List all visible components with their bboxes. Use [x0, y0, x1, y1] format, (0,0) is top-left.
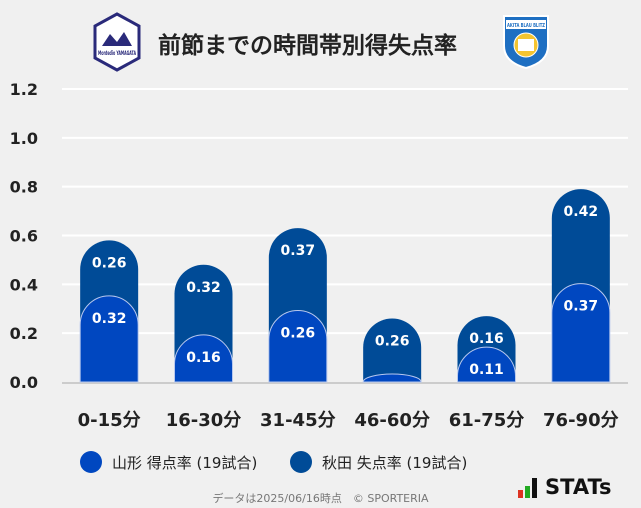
- bar-yamagata: [551, 283, 611, 383]
- x-tick-label: 16-30分: [166, 410, 242, 431]
- y-tick-label: 1.2: [10, 80, 38, 99]
- bar-label-akita: 0.26: [375, 334, 410, 350]
- stats-bar-red-icon: [518, 490, 523, 498]
- bar-label-akita: 0.26: [92, 255, 127, 271]
- akita-blaublitz-logo: AKITA BLAU BLITZ: [503, 15, 549, 70]
- bar-label-yamagata: 0.16: [186, 350, 221, 366]
- stats-brand-text: STATs: [545, 475, 612, 499]
- montedio-yamagata-logo: Montedio YAMAGATA: [93, 12, 141, 72]
- bar-label-akita: 0.42: [564, 204, 599, 220]
- legend-item-akita: 秋田 失点率 (19試合): [290, 451, 467, 473]
- y-tick-label: 0.8: [10, 178, 38, 197]
- left-logo-text: Montedio YAMAGATA: [98, 50, 136, 57]
- bar-akita: [363, 318, 422, 382]
- x-tick-label: 46-60分: [354, 410, 430, 431]
- y-tick-label: 0.2: [10, 324, 38, 343]
- bar-yamagata: [174, 334, 233, 383]
- legend-item-yamagata: 山形 得点率 (19試合): [80, 451, 257, 473]
- bar-yamagata: [268, 310, 328, 383]
- stats-bar-black-icon: [532, 478, 537, 498]
- right-logo-text: AKITA BLAU BLITZ: [507, 23, 545, 29]
- bar-yamagata: [362, 373, 422, 383]
- stacked-bar-chart: 0.0 0.2 0.4 0.6 0.8 1.0 1.2 0.26 0.32 0-15分 0.32 0.…: [10, 80, 628, 431]
- bar-label-yamagata: 0.26: [281, 326, 316, 342]
- x-tick-label: 0-15分: [78, 410, 141, 431]
- bar-label-akita: 0.16: [469, 331, 504, 347]
- y-tick-label: 0.4: [10, 275, 38, 294]
- stats-bar-green-icon: [525, 486, 530, 498]
- chart-title: 前節までの時間帯別得失点率: [158, 33, 457, 59]
- legend-dot-akita-icon: [290, 451, 312, 473]
- legend-dot-yamagata-icon: [80, 451, 102, 473]
- x-tick-label: 61-75分: [449, 410, 525, 431]
- bar-yamagata: [457, 346, 516, 383]
- legend-label-yamagata: 山形 得点率 (19試合): [112, 453, 258, 472]
- bar-label-yamagata: 0.32: [92, 311, 127, 327]
- footer-note: データは2025/06/16時点 © SPORTERIA: [212, 492, 429, 505]
- bar-label-yamagata: 0.11: [469, 362, 504, 378]
- bar-label-yamagata: 0.37: [564, 299, 599, 315]
- y-tick-label: 1.0: [10, 129, 38, 148]
- y-tick-label: 0.6: [10, 227, 38, 246]
- legend-label-akita: 秋田 失点率 (19試合): [322, 453, 468, 472]
- stats-logo: STATs: [518, 476, 611, 498]
- bar-label-akita: 0.37: [281, 243, 316, 259]
- x-tick-label: 31-45分: [260, 410, 336, 431]
- bar-label-akita: 0.32: [186, 280, 221, 296]
- x-tick-label: 76-90分: [543, 410, 619, 431]
- bar-yamagata: [79, 295, 139, 383]
- y-tick-label: 0.0: [10, 373, 38, 392]
